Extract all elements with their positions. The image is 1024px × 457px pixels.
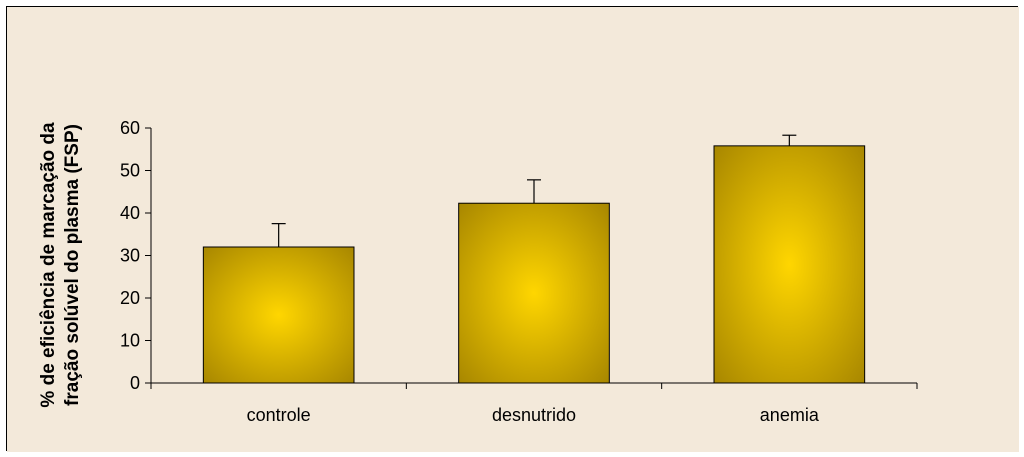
- y-tick-label: 10: [120, 331, 140, 351]
- bar-chart: % de eficiência de marcação da fração so…: [7, 7, 1019, 452]
- bar-desnutrido: [458, 202, 610, 384]
- chart-frame: % de eficiência de marcação da fração so…: [6, 6, 1019, 452]
- y-tick-label: 60: [120, 118, 140, 138]
- x-tick-label-anemia: anemia: [760, 405, 820, 425]
- y-axis-label-line-2: fração solúvel do plasma (FSP): [62, 124, 83, 406]
- y-tick-label: 30: [120, 246, 140, 266]
- y-axis-label-line-1: % de eficiência de marcação da: [38, 122, 59, 408]
- y-tick-label: 50: [120, 161, 140, 181]
- bar-controle: [202, 246, 355, 384]
- y-tick-label: 20: [120, 288, 140, 308]
- y-tick-label: 40: [120, 203, 140, 223]
- bar-anemia: [713, 145, 866, 384]
- x-tick-label-controle: controle: [247, 405, 311, 425]
- y-tick-label: 0: [130, 373, 140, 393]
- x-tick-label-desnutrido: desnutrido: [492, 405, 576, 425]
